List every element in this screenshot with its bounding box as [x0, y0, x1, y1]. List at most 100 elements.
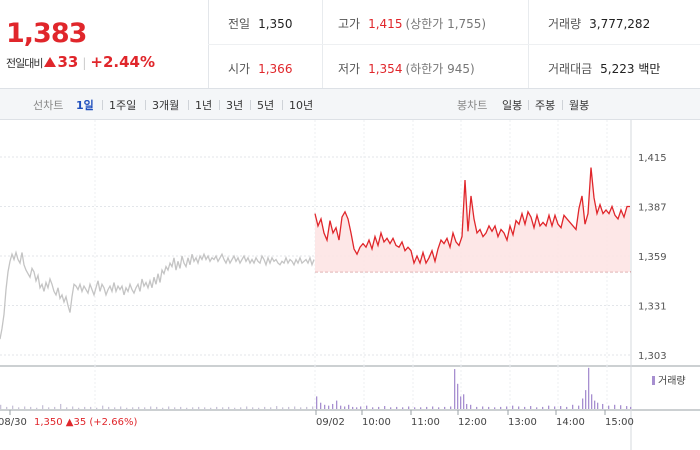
- volume-bar: [320, 402, 322, 409]
- volume-bar: [30, 406, 32, 409]
- chart-period-tabs: 선차트 1일 1주일 3개월 1년 3년 5년 10년 봉차트 일봉 주봉 월봉: [0, 89, 700, 120]
- y-tick-label: 1,415: [638, 153, 667, 164]
- volume-bar: [554, 406, 556, 409]
- volume-bar: [572, 404, 574, 409]
- volume-bar: [288, 406, 290, 409]
- tab-daily-candle[interactable]: 일봉: [502, 99, 523, 112]
- volume-bar: [566, 406, 568, 409]
- volume-bar: [614, 404, 616, 409]
- volume-bar: [482, 406, 484, 409]
- stat-open: 시가 1,366: [228, 60, 292, 77]
- quote-header: 1,383 전일대비 33 | +2.44% 전일 1,350 고가 1,415 (상한가 …: [0, 0, 700, 89]
- stat-volume: 거래량 3,777,282: [548, 15, 650, 32]
- volume-bar: [264, 406, 266, 409]
- today-price-area: [315, 167, 630, 272]
- volume-bar: [366, 405, 368, 409]
- volume-bar: [66, 407, 68, 409]
- volume-bar: [454, 369, 456, 409]
- volume-bar: [300, 407, 302, 409]
- volume-bar: [180, 406, 182, 409]
- volume-bar: [396, 406, 398, 409]
- volume-bar: [36, 407, 38, 409]
- stat-amount: 거래대금 5,223 백만: [548, 60, 660, 77]
- volume-bar: [192, 407, 194, 409]
- volume-bar: [12, 405, 14, 409]
- volume-bar: [78, 407, 80, 409]
- stat-label: 시가: [228, 62, 251, 76]
- stat-label: 저가: [338, 62, 361, 76]
- volume-bar: [340, 405, 342, 409]
- stat-value: 1,366: [258, 62, 293, 76]
- x-tick-label: 09/02: [316, 417, 345, 428]
- change-percent: +2.44%: [90, 53, 156, 71]
- current-price: 1,383: [6, 18, 87, 49]
- volume-bar: [360, 406, 362, 409]
- volume-bar: [518, 406, 520, 409]
- stat-label: 전일: [228, 17, 251, 31]
- volume-bar: [608, 405, 610, 409]
- volume-bar: [168, 406, 170, 409]
- tab-weekly-candle[interactable]: 주봉: [535, 99, 556, 112]
- y-tick-label: 1,387: [638, 203, 667, 214]
- volume-bar: [530, 406, 532, 409]
- volume-bar: [542, 406, 544, 409]
- prev-day-close-info: 1,350 ▲35 (+2.66%): [34, 417, 137, 428]
- volume-bar: [138, 406, 140, 409]
- volume-bar: [506, 406, 508, 409]
- volume-bar: [336, 400, 338, 409]
- volume-bar: [108, 406, 110, 409]
- volume-bar: [282, 407, 284, 409]
- volume-bar: [246, 406, 248, 409]
- volume-bar: [560, 406, 562, 409]
- volume-bar: [438, 407, 440, 409]
- volume-bar: [426, 406, 428, 409]
- volume-bar: [48, 407, 50, 409]
- tab-monthly-candle[interactable]: 월봉: [569, 99, 590, 112]
- stat-label: 거래량: [548, 17, 582, 31]
- stat-value: 1,354: [368, 62, 403, 76]
- tab-3m[interactable]: 3개월: [152, 99, 180, 112]
- volume-bar: [332, 403, 334, 409]
- volume-bar: [144, 407, 146, 409]
- stat-value: 1,415: [368, 17, 403, 31]
- tab-5y[interactable]: 5년: [257, 99, 275, 112]
- volume-bar: [594, 400, 596, 409]
- intraday-price-chart: 1,415 1,387 1,359 1,331 1,303 08/30 09/02 10:00…: [0, 120, 700, 450]
- volume-bar: [102, 405, 104, 409]
- volume-bar: [536, 407, 538, 409]
- divider: [528, 100, 529, 110]
- line-chart-label: 선차트: [33, 99, 64, 112]
- volume-bar: [408, 406, 410, 409]
- stat-prev-close: 전일 1,350: [228, 15, 292, 32]
- stat-label: 거래대금: [548, 62, 593, 76]
- stat-value: 5,223 백만: [600, 62, 661, 76]
- volume-bar: [84, 406, 86, 409]
- prev-day-price-line: [0, 250, 315, 340]
- tab-1d[interactable]: 1일: [76, 99, 94, 112]
- volume-bar: [306, 406, 308, 409]
- volume-bar: [132, 407, 134, 409]
- today-price-line: [314, 167, 630, 266]
- tab-3y[interactable]: 3년: [226, 99, 244, 112]
- volume-bar: [90, 406, 92, 409]
- volume-legend-swatch: [652, 376, 655, 385]
- divider: [102, 100, 103, 110]
- divider: [208, 44, 700, 45]
- volume-bar: [548, 405, 550, 409]
- tab-10y[interactable]: 10년: [289, 99, 314, 112]
- volume-bar: [186, 407, 188, 409]
- volume-bar: [378, 406, 380, 409]
- volume-bar: [258, 407, 260, 409]
- volume-bar: [150, 406, 152, 409]
- volume-bar: [626, 406, 628, 409]
- volume-bar: [228, 406, 230, 409]
- volume-bar: [234, 407, 236, 409]
- tab-1w[interactable]: 1주일: [109, 99, 137, 112]
- stat-value: 1,350: [258, 17, 293, 31]
- volume-bar: [470, 404, 472, 409]
- divider: [282, 100, 283, 110]
- y-tick-label: 1,303: [638, 351, 667, 362]
- stat-label: 고가: [338, 17, 361, 31]
- tab-1y[interactable]: 1년: [195, 99, 213, 112]
- divider: [250, 100, 251, 110]
